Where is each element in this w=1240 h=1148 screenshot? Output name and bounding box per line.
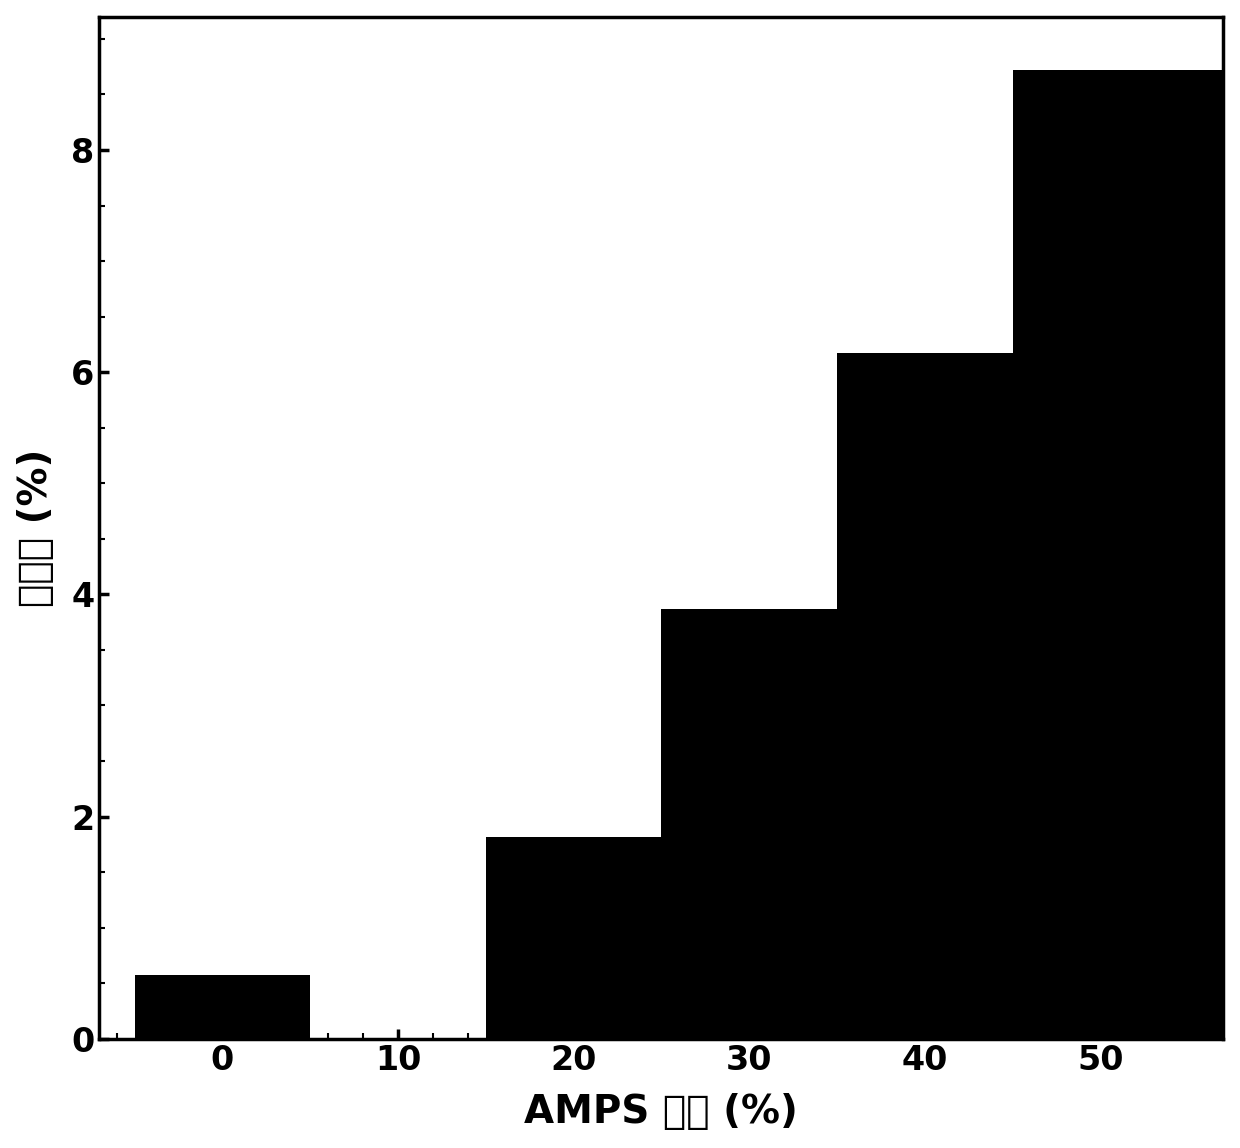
Bar xyxy=(837,354,1013,1039)
Y-axis label: 溶胀度 (%): 溶胀度 (%) xyxy=(16,449,55,607)
Bar xyxy=(135,976,310,1039)
Bar xyxy=(1013,70,1224,1039)
Bar xyxy=(661,608,837,1039)
X-axis label: AMPS 含量 (%): AMPS 含量 (%) xyxy=(525,1093,799,1131)
Bar xyxy=(486,837,661,1039)
